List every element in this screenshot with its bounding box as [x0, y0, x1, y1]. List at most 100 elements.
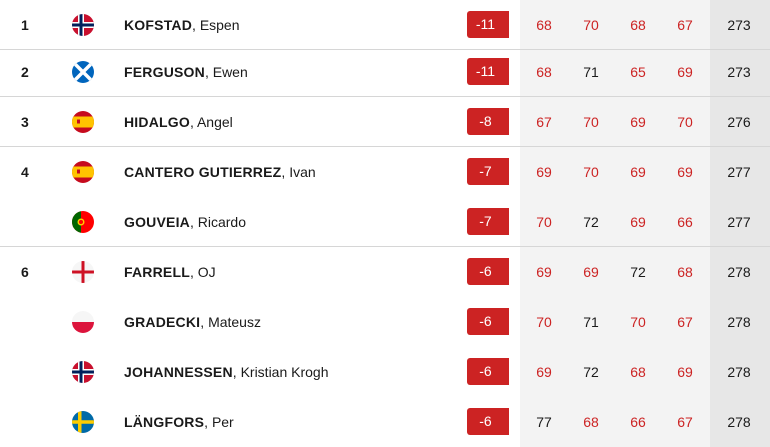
- player-name[interactable]: CANTERO GUTIERREZ, Ivan: [124, 164, 316, 180]
- round-2-score: 70: [583, 114, 599, 130]
- player-last-name: GRADECKI: [124, 314, 201, 330]
- round-3-score: 66: [630, 414, 646, 430]
- leaderboard-row[interactable]: JOHANNESSEN, Kristian Krogh -6 69 72 68 …: [0, 347, 770, 397]
- england-flag-icon: [72, 261, 94, 283]
- round-2-score: 68: [583, 414, 599, 430]
- portugal-flag-icon: [72, 211, 94, 233]
- player-name[interactable]: HIDALGO, Angel: [124, 114, 233, 130]
- round-2-score: 71: [583, 64, 599, 80]
- round-4-score: 67: [677, 414, 693, 430]
- rounds-column-bg: [520, 0, 710, 447]
- player-last-name: LÄNGFORS: [124, 414, 205, 430]
- round-1-score: 70: [536, 214, 552, 230]
- player-last-name: HIDALGO: [124, 114, 190, 130]
- poland-flag-icon: [72, 311, 94, 333]
- round-1-score: 69: [536, 364, 552, 380]
- player-first-name: Kristian Krogh: [240, 364, 329, 380]
- leaderboard-row[interactable]: 1 KOFSTAD, Espen -11 68 70 68 67 273: [0, 0, 770, 50]
- round-4-score: 67: [677, 17, 693, 33]
- round-2-score: 72: [583, 214, 599, 230]
- position: 2: [21, 64, 29, 80]
- round-1-score: 68: [536, 64, 552, 80]
- scotland-flag-icon: [72, 61, 94, 83]
- round-4-score: 67: [677, 314, 693, 330]
- position: 3: [21, 114, 29, 130]
- score-to-par-badge: -6: [467, 258, 509, 285]
- player-name[interactable]: FARRELL, OJ: [124, 264, 216, 280]
- player-first-name: Espen: [199, 17, 240, 33]
- round-4-score: 70: [677, 114, 693, 130]
- player-first-name: Ewen: [212, 64, 248, 80]
- round-4-score: 66: [677, 214, 693, 230]
- total-score: 273: [727, 64, 751, 80]
- round-1-score: 77: [536, 414, 552, 430]
- round-1-score: 70: [536, 314, 552, 330]
- score-to-par-badge: -6: [467, 308, 509, 335]
- leaderboard-row[interactable]: 6 FARRELL, OJ -6 69 69 72 68 278: [0, 247, 770, 297]
- norway-flag-icon: [72, 14, 94, 36]
- total-score: 278: [727, 314, 751, 330]
- total-score: 278: [727, 264, 751, 280]
- score-to-par-badge: -7: [467, 208, 509, 235]
- round-2-score: 72: [583, 364, 599, 380]
- round-3-score: 69: [630, 214, 646, 230]
- position: 1: [21, 17, 29, 33]
- total-score: 278: [727, 414, 751, 430]
- round-2-score: 71: [583, 314, 599, 330]
- leaderboard-row[interactable]: 3 HIDALGO, Angel -8 67 70 69 70 276: [0, 97, 770, 147]
- round-3-score: 70: [630, 314, 646, 330]
- position: 4: [21, 164, 29, 180]
- player-name[interactable]: KOFSTAD, Espen: [124, 17, 240, 33]
- round-3-score: 68: [630, 364, 646, 380]
- leaderboard-row[interactable]: 4 CANTERO GUTIERREZ, Ivan -7 69 70 69 69…: [0, 147, 770, 197]
- player-first-name: Angel: [196, 114, 233, 130]
- total-score: 278: [727, 364, 751, 380]
- total-score: 273: [727, 17, 751, 33]
- score-to-par-badge: -6: [467, 358, 509, 385]
- round-1-score: 67: [536, 114, 552, 130]
- player-last-name: CANTERO GUTIERREZ: [124, 164, 282, 180]
- round-3-score: 68: [630, 17, 646, 33]
- leaderboard-row[interactable]: GRADECKI, Mateusz -6 70 71 70 67 278: [0, 297, 770, 347]
- round-2-score: 70: [583, 164, 599, 180]
- player-last-name: FARRELL: [124, 264, 190, 280]
- round-1-score: 69: [536, 164, 552, 180]
- spain-flag-icon: [72, 111, 94, 133]
- round-3-score: 72: [630, 264, 646, 280]
- player-first-name: Ricardo: [197, 214, 246, 230]
- total-column-bg: [710, 0, 770, 447]
- player-last-name: FERGUSON: [124, 64, 205, 80]
- position: 6: [21, 264, 29, 280]
- round-1-score: 68: [536, 17, 552, 33]
- sweden-flag-icon: [72, 411, 94, 433]
- score-to-par-badge: -11: [467, 11, 509, 38]
- round-4-score: 69: [677, 164, 693, 180]
- player-first-name: Mateusz: [208, 314, 261, 330]
- player-name[interactable]: FERGUSON, Ewen: [124, 64, 248, 80]
- score-to-par-badge: -7: [467, 158, 509, 185]
- player-name[interactable]: JOHANNESSEN, Kristian Krogh: [124, 364, 329, 380]
- round-4-score: 69: [677, 364, 693, 380]
- leaderboard-row[interactable]: 2 FERGUSON, Ewen -11 68 71 65 69 273: [0, 47, 770, 97]
- round-3-score: 69: [630, 114, 646, 130]
- leaderboard-row[interactable]: GOUVEIA, Ricardo -7 70 72 69 66 277: [0, 197, 770, 247]
- player-first-name: Per: [211, 414, 234, 430]
- player-name[interactable]: GOUVEIA, Ricardo: [124, 214, 246, 230]
- player-last-name: GOUVEIA: [124, 214, 190, 230]
- round-3-score: 69: [630, 164, 646, 180]
- round-3-score: 65: [630, 64, 646, 80]
- player-name[interactable]: GRADECKI, Mateusz: [124, 314, 261, 330]
- player-last-name: KOFSTAD: [124, 17, 193, 33]
- leaderboard-row[interactable]: LÄNGFORS, Per -6 77 68 66 67 278: [0, 397, 770, 447]
- player-name[interactable]: LÄNGFORS, Per: [124, 414, 234, 430]
- score-to-par-badge: -11: [467, 58, 509, 85]
- round-4-score: 68: [677, 264, 693, 280]
- norway-flag-icon: [72, 361, 94, 383]
- round-1-score: 69: [536, 264, 552, 280]
- player-first-name: Ivan: [289, 164, 316, 180]
- total-score: 276: [727, 114, 751, 130]
- round-2-score: 70: [583, 17, 599, 33]
- spain-flag-icon: [72, 161, 94, 183]
- score-to-par-badge: -6: [467, 408, 509, 435]
